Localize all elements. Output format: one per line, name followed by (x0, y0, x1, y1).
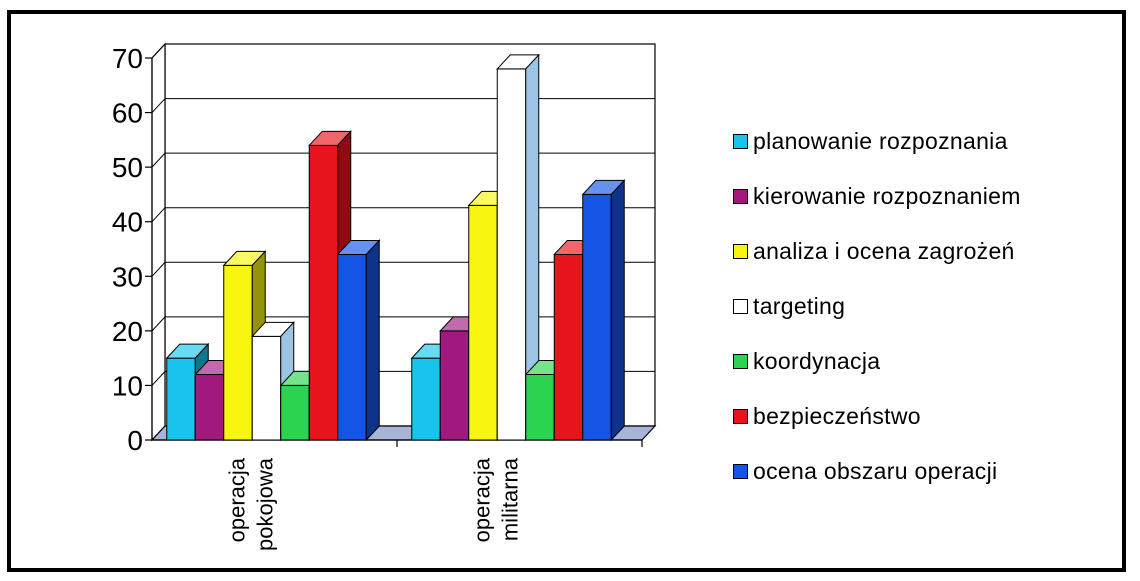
legend-item: ocena obszaru operacji (733, 456, 997, 486)
legend-label: kierowanie rozpoznaniem (753, 182, 1021, 209)
legend-item: bezpieczeństwo (733, 401, 921, 431)
legend-swatch (733, 408, 748, 424)
y-tick-label: 0 (127, 425, 143, 456)
bar (581, 179, 626, 442)
legend-swatch (733, 133, 748, 149)
x-category-label: pokojowa (253, 457, 278, 551)
y-tick-label: 40 (112, 207, 143, 238)
chart-frame: 0 10 20 30 40 50 60 70 operacja pokojowa operacja m… (7, 10, 1126, 572)
y-tick-label: 20 (112, 316, 143, 347)
gridline (151, 152, 655, 168)
gridline (151, 43, 655, 59)
y-tick-label: 70 (112, 43, 143, 74)
x-category-label: militarna (498, 457, 523, 541)
legend-label: analiza i ocena zagrożeń (753, 237, 1015, 264)
x-category-label: operacja (470, 457, 495, 542)
y-tick-label: 10 (112, 370, 143, 401)
legend-label: koordynacja (753, 347, 881, 374)
gridline (151, 98, 655, 113)
legend-item: kierowanie rozpoznaniem (733, 181, 1021, 211)
y-tick-label: 30 (112, 261, 143, 292)
legend-label: planowanie rozpoznania (753, 127, 1008, 154)
y-tick-label: 50 (112, 152, 143, 183)
legend-swatch (733, 188, 748, 204)
legend-swatch (733, 353, 748, 369)
plot-side-wall (151, 42, 166, 442)
legend-item: analiza i ocena zagrożeń (733, 236, 1015, 266)
bar (336, 239, 381, 442)
legend-swatch (733, 298, 748, 314)
legend-label: targeting (753, 292, 846, 319)
legend-item: koordynacja (733, 346, 880, 376)
y-tick-label: 60 (112, 98, 143, 129)
legend-swatch (733, 243, 748, 259)
x-category-label: operacja (225, 457, 250, 542)
legend-item: planowanie rozpoznania (733, 126, 1008, 156)
legend-label: ocena obszaru operacji (753, 457, 998, 484)
legend-item: targeting (733, 291, 845, 321)
legend-label: bezpieczeństwo (753, 402, 921, 429)
legend-swatch (733, 463, 748, 479)
